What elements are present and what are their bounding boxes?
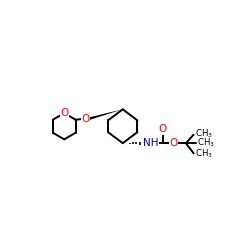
Text: CH$_3$: CH$_3$ xyxy=(195,128,213,140)
Text: O: O xyxy=(170,138,178,148)
Text: NH: NH xyxy=(143,138,158,148)
Text: CH$_3$: CH$_3$ xyxy=(198,137,215,149)
Text: O: O xyxy=(82,114,90,124)
Polygon shape xyxy=(88,109,123,120)
Text: O: O xyxy=(159,124,167,134)
Text: O: O xyxy=(60,108,68,118)
Text: CH$_3$: CH$_3$ xyxy=(195,148,213,160)
